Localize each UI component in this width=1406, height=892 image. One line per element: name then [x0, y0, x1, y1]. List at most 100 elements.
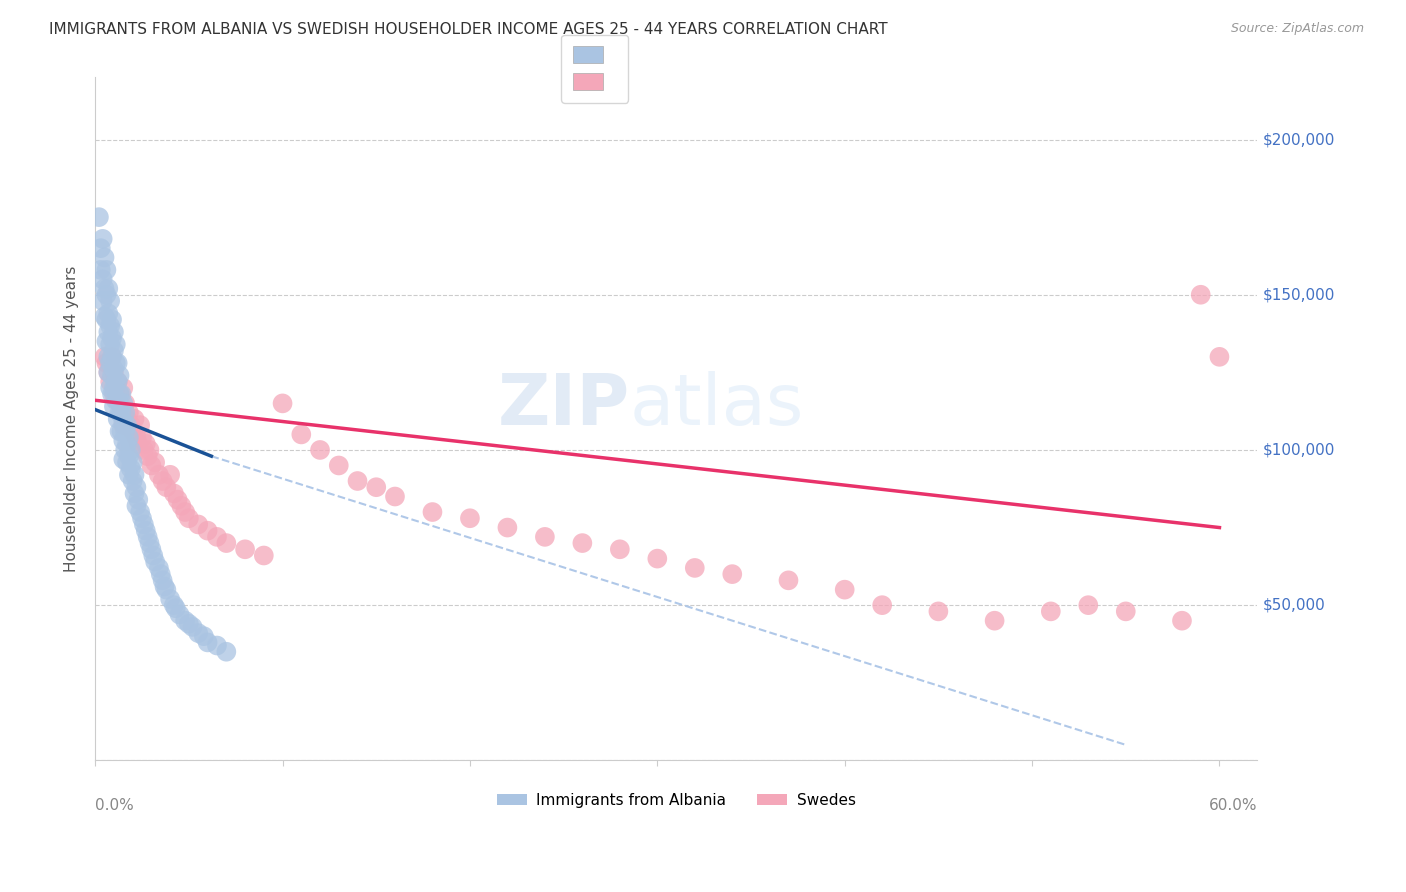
Point [103, 387, 125, 401]
Point [328, 458, 350, 473]
Point [114, 406, 136, 420]
Point [778, 574, 800, 588]
Point [124, 467, 146, 482]
Point [1208, 350, 1230, 364]
Point [721, 567, 744, 582]
Point [125, 499, 148, 513]
Point [129, 418, 152, 433]
Point [97, 365, 120, 379]
Text: IMMIGRANTS FROM ALBANIA VS SWEDISH HOUSEHOLDER INCOME AGES 25 - 44 YEARS CORRELA: IMMIGRANTS FROM ALBANIA VS SWEDISH HOUSE… [49, 22, 887, 37]
Point [115, 412, 138, 426]
Point [155, 480, 177, 494]
Point [96, 312, 118, 326]
Point [90, 263, 112, 277]
Point [93, 310, 115, 324]
Point [98, 381, 121, 395]
Point [97, 281, 120, 295]
Point [107, 356, 129, 370]
Point [101, 350, 124, 364]
Text: Source: ZipAtlas.com: Source: ZipAtlas.com [1230, 22, 1364, 36]
Point [163, 598, 186, 612]
Point [107, 393, 129, 408]
Point [104, 356, 127, 370]
Point [103, 381, 125, 395]
Point [101, 350, 124, 364]
Point [114, 396, 136, 410]
Point [165, 601, 187, 615]
Point [120, 442, 142, 457]
Text: ZIP: ZIP [498, 371, 630, 440]
Point [870, 598, 893, 612]
Point [309, 442, 332, 457]
Point [132, 442, 155, 457]
Point [97, 306, 120, 320]
Text: 60.0%: 60.0% [1208, 798, 1257, 813]
Point [93, 281, 115, 295]
Point [159, 591, 181, 606]
Text: $100,000: $100,000 [1263, 442, 1336, 458]
Point [93, 251, 115, 265]
Point [155, 582, 177, 597]
Text: $200,000: $200,000 [1263, 132, 1336, 147]
Point [98, 375, 121, 389]
Point [101, 368, 124, 383]
Point [422, 505, 444, 519]
Point [104, 393, 127, 408]
Point [104, 337, 127, 351]
Point [366, 480, 388, 494]
Point [107, 412, 129, 426]
Point [205, 530, 228, 544]
Point [87, 210, 110, 224]
Point [107, 393, 129, 408]
Point [121, 425, 143, 439]
Point [143, 555, 166, 569]
Point [91, 293, 114, 308]
Point [98, 293, 121, 308]
Point [121, 455, 143, 469]
Point [983, 614, 1005, 628]
Point [96, 287, 118, 301]
Point [108, 387, 131, 401]
Point [1077, 598, 1099, 612]
Point [107, 375, 129, 389]
Point [136, 530, 159, 544]
Point [96, 334, 118, 349]
Point [148, 561, 170, 575]
Point [571, 536, 593, 550]
Point [96, 263, 118, 277]
Point [91, 272, 114, 286]
Point [1115, 604, 1137, 618]
Point [103, 343, 125, 358]
Point [1039, 604, 1062, 618]
Point [101, 312, 124, 326]
Point [108, 368, 131, 383]
Point [114, 425, 136, 439]
Point [101, 387, 124, 401]
Point [93, 350, 115, 364]
Point [125, 431, 148, 445]
Point [91, 232, 114, 246]
Point [112, 415, 135, 429]
Point [496, 520, 519, 534]
Point [110, 406, 132, 420]
Point [97, 365, 120, 379]
Point [683, 561, 706, 575]
Point [159, 467, 181, 482]
Point [90, 241, 112, 255]
Point [197, 635, 219, 649]
Point [193, 629, 215, 643]
Text: $150,000: $150,000 [1263, 287, 1336, 302]
Y-axis label: Householder Income Ages 25 - 44 years: Householder Income Ages 25 - 44 years [65, 266, 79, 572]
Point [138, 442, 160, 457]
Point [110, 400, 132, 414]
Point [187, 626, 209, 640]
Point [108, 406, 131, 420]
Point [170, 499, 193, 513]
Point [834, 582, 856, 597]
Point [609, 542, 631, 557]
Point [253, 549, 276, 563]
Point [124, 412, 146, 426]
Point [1171, 614, 1194, 628]
Text: 0.0%: 0.0% [96, 798, 134, 813]
Point [120, 461, 142, 475]
